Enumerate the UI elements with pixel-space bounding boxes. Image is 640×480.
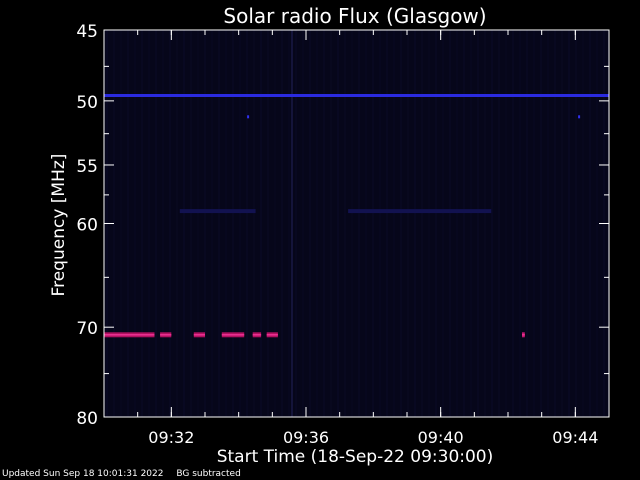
updated-timestamp: Updated Sun Sep 18 10:01:31 2022 [2,469,164,479]
y-tick-label: 70 [76,319,98,339]
x-tick-label: 09:32 [148,428,194,447]
y-axis-label: Frequency [MHz] [49,154,69,297]
y-tick-label: 80 [76,409,98,429]
x-tick-label: 09:40 [418,428,464,447]
emission-feature [247,115,250,119]
emission-feature [179,209,256,214]
plot-background [104,30,609,417]
x-tick-label: 09:44 [552,428,598,447]
emission-feature-core [221,334,245,336]
chart-title: Solar radio Flux (Glasgow) [223,4,486,28]
emission-feature-core [193,334,205,336]
y-tick-label: 50 [76,93,98,113]
emission-feature [348,209,492,214]
x-axis-label: Start Time (18-Sep-22 09:30:00) [217,447,494,467]
emission-features [104,94,609,338]
footer: Updated Sun Sep 18 10:01:31 2022 BG subt… [2,469,251,479]
emission-feature [578,115,581,119]
y-tick-label: 45 [76,22,98,42]
emission-feature-core [104,334,155,336]
emission-feature-core [160,334,172,336]
x-axis: 09:32 09:36 09:40 09:44 [137,30,610,447]
processing-note: BG subtracted [176,469,241,479]
emission-feature-core [252,334,262,336]
y-tick-label: 55 [76,157,98,177]
emission-feature [104,94,609,97]
emission-feature-core [522,334,525,336]
y-tick-label: 60 [76,216,98,236]
y-axis: 45 50 55 60 70 80 [76,22,609,429]
emission-feature-core [266,334,278,336]
x-tick-label: 09:36 [283,428,329,447]
